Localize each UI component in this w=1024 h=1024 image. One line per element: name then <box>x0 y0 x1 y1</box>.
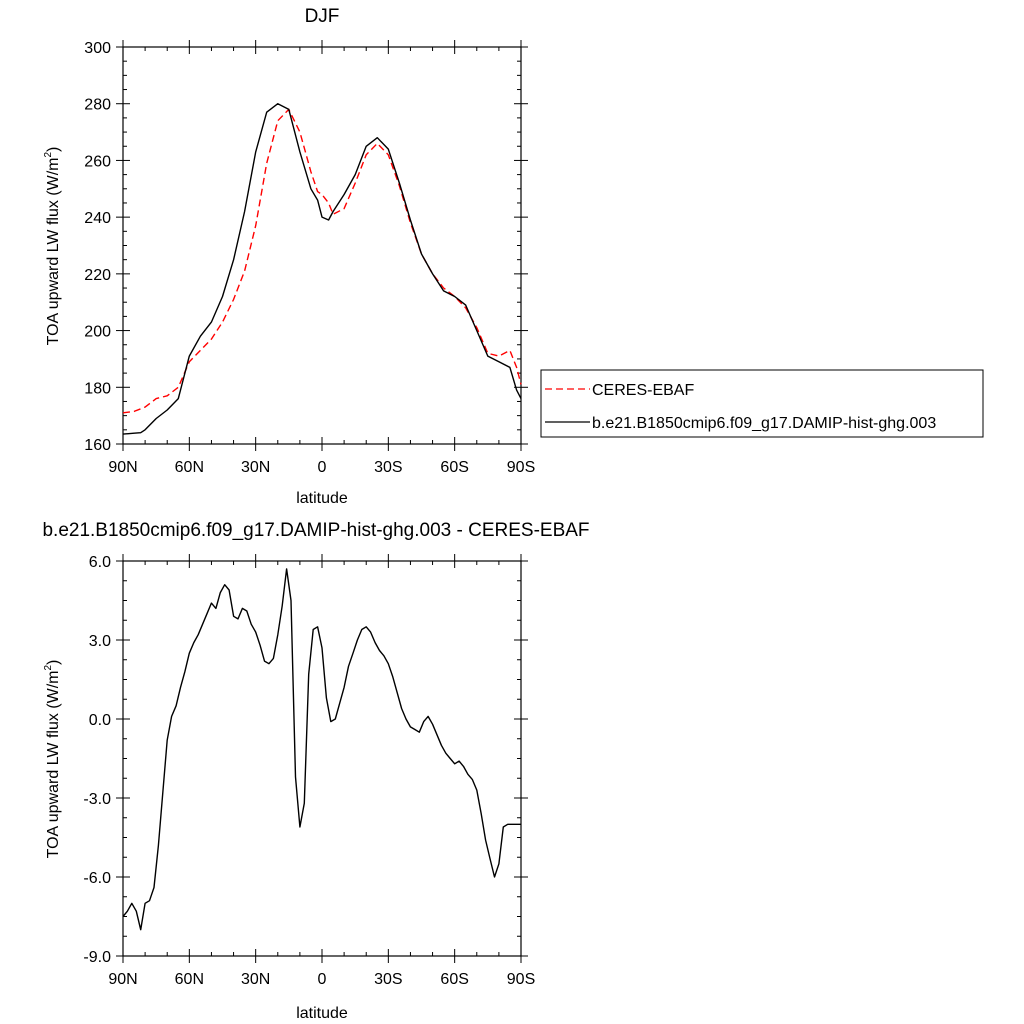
legend-box <box>540 369 984 438</box>
bottom-plot-area: 90N 60N 30N 0 30S 60S 90S -9.0 -6.0 -3.0 0.0 3.0 6.0 <box>83 554 535 988</box>
top-y-tick-label: 280 <box>84 97 111 114</box>
top-y-tick-label: 260 <box>84 153 111 170</box>
bottom-y-tick-label: -6.0 <box>83 870 111 887</box>
bottom-x-tick-label: 60S <box>440 971 468 988</box>
top-y-tick-label: 240 <box>84 210 111 227</box>
bottom-y-tick-label: 0.0 <box>89 712 111 729</box>
bottom-plot-frame <box>122 560 522 957</box>
top-x-tick-label: 90S <box>507 459 535 476</box>
bottom-y-tick-label: 3.0 <box>89 633 111 650</box>
top-plot-area: 90N 60N 30N 0 30S 60S 90S 160 180 200 220 240 260 280… <box>84 40 535 476</box>
bottom-x-tick-label: 0 <box>318 971 327 988</box>
legend-label-model: b.e21.B1850cmip6.f09_g17.DAMIP-hist-ghg.… <box>592 415 936 432</box>
top-x-tick-label: 90N <box>108 459 137 476</box>
top-x-tick-label: 30N <box>241 459 270 476</box>
top-series-line-0 <box>122 108 522 414</box>
top-y-tick-label: 300 <box>84 40 111 57</box>
top-y-axis-label: TOA upward LW flux (W/m2) <box>43 147 62 346</box>
top-plot-frame <box>122 46 522 445</box>
legend-label-ceres: CERES-EBAF <box>592 382 694 399</box>
bottom-y-tick-label: -3.0 <box>83 791 111 808</box>
top-panel: DJF 90N 60N 30N 0 30S 60S 90S 160 180 200 220 240 26… <box>43 6 984 507</box>
top-y-axis-label-sup: 2 <box>43 152 54 158</box>
top-y-axis-label-end: ) <box>45 147 62 152</box>
top-x-tick-label: 0 <box>318 459 327 476</box>
bottom-x-tick-label: 30S <box>374 971 402 988</box>
top-series-line-1 <box>122 102 522 435</box>
bottom-x-tick-label: 90S <box>507 971 535 988</box>
bottom-x-tick-label: 90N <box>108 971 137 988</box>
bottom-y-tick-label: 6.0 <box>89 554 111 571</box>
bottom-x-tick-label: 60N <box>175 971 204 988</box>
top-x-axis-label: latitude <box>296 490 348 507</box>
bottom-x-tick-label: 30N <box>241 971 270 988</box>
top-chart-title: DJF <box>305 6 340 27</box>
bottom-y-axis-label-main: TOA upward LW flux (W/m <box>45 671 62 859</box>
bottom-y-axis-label-sup: 2 <box>43 665 54 671</box>
bottom-chart-title: b.e21.B1850cmip6.f09_g17.DAMIP-hist-ghg.… <box>42 520 589 541</box>
bottom-x-axis-label: latitude <box>296 1005 348 1022</box>
bottom-y-axis-label-end: ) <box>45 660 62 665</box>
bottom-y-tick-label: -9.0 <box>83 949 111 966</box>
legend: CERES-EBAF b.e21.B1850cmip6.f09_g17.DAMI… <box>540 369 984 438</box>
top-x-tick-label: 60S <box>440 459 468 476</box>
bottom-y-axis-label: TOA upward LW flux (W/m2) <box>43 660 62 859</box>
top-x-tick-label: 60N <box>175 459 204 476</box>
top-y-tick-label: 220 <box>84 267 111 284</box>
bottom-panel: b.e21.B1850cmip6.f09_g17.DAMIP-hist-ghg.… <box>42 520 589 1022</box>
top-y-tick-label: 180 <box>84 380 111 397</box>
top-y-tick-label: 160 <box>84 437 111 454</box>
top-y-tick-label: 200 <box>84 324 111 341</box>
bottom-series-line-0 <box>122 568 521 931</box>
top-x-tick-label: 30S <box>374 459 402 476</box>
top-y-axis-label-main: TOA upward LW flux (W/m <box>45 158 62 346</box>
